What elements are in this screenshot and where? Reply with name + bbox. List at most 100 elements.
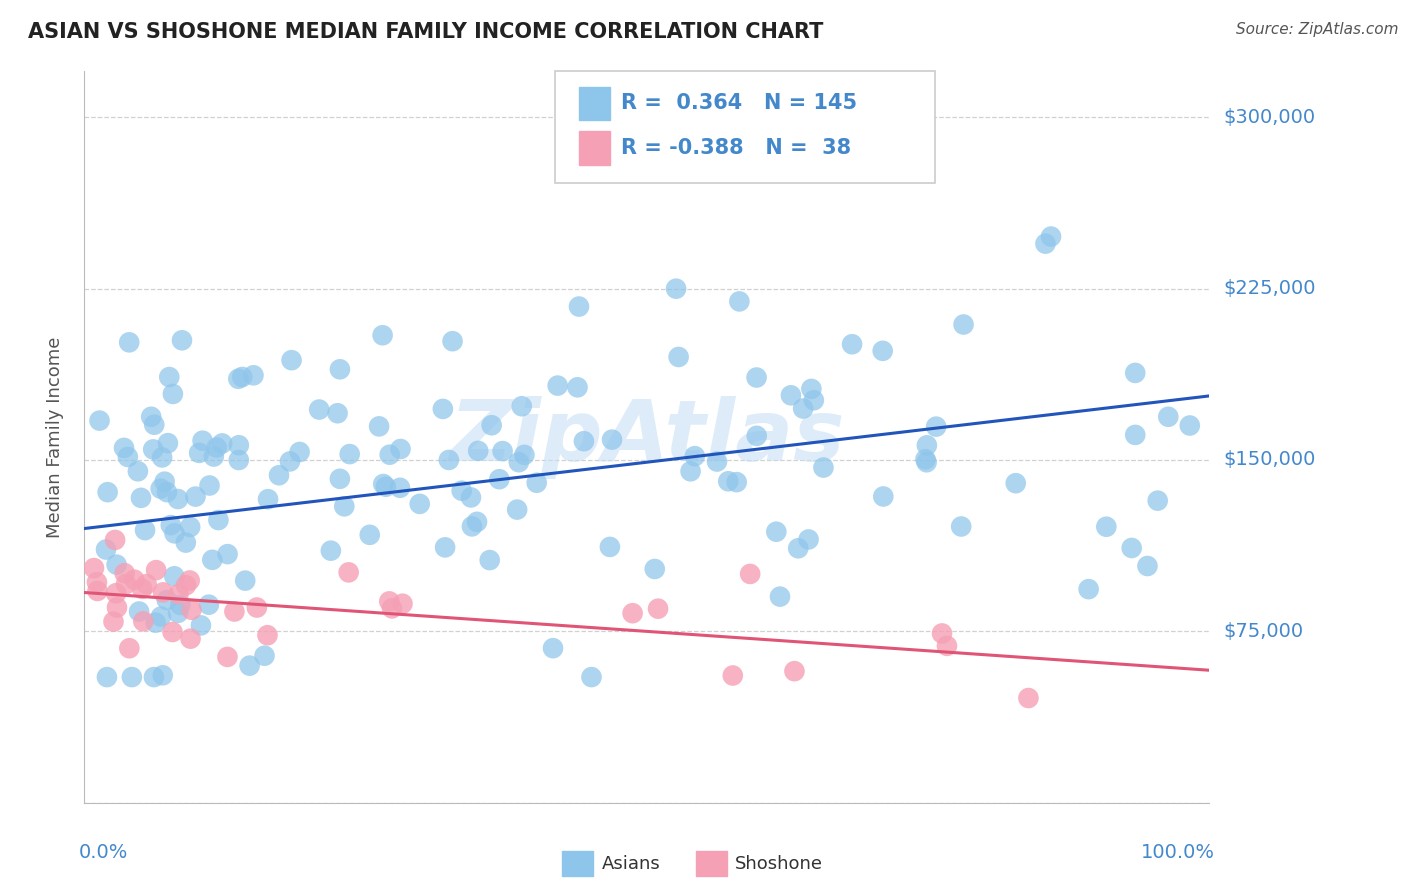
Point — [841, 337, 863, 351]
Point — [803, 393, 825, 408]
Point — [337, 566, 360, 580]
Point — [156, 436, 179, 450]
Point — [198, 478, 221, 492]
Point — [647, 601, 669, 615]
Point — [141, 409, 163, 424]
Point — [96, 670, 118, 684]
Point — [115, 577, 138, 591]
Point — [1004, 476, 1026, 491]
Point — [437, 453, 460, 467]
Point — [1123, 428, 1146, 442]
Point — [797, 533, 820, 547]
Point — [228, 438, 250, 452]
Point — [233, 574, 256, 588]
Point — [1123, 366, 1146, 380]
Point — [253, 648, 276, 663]
Point — [600, 433, 623, 447]
Point — [491, 444, 513, 458]
Point — [211, 436, 233, 450]
Point — [105, 600, 128, 615]
Point — [508, 455, 530, 469]
Point — [915, 438, 938, 452]
Point — [488, 472, 510, 486]
Text: R =  0.364   N = 145: R = 0.364 N = 145 — [621, 94, 858, 113]
Point — [112, 441, 135, 455]
Point — [725, 475, 748, 489]
Point — [872, 490, 894, 504]
Point — [162, 625, 184, 640]
Point — [409, 497, 432, 511]
Point — [792, 401, 814, 416]
Point — [319, 543, 342, 558]
Point — [925, 419, 948, 434]
Point — [1157, 409, 1180, 424]
Point — [936, 639, 959, 653]
Point — [142, 442, 165, 457]
Point — [94, 542, 117, 557]
Point — [190, 618, 212, 632]
Point — [432, 401, 454, 416]
Point — [131, 582, 153, 596]
Point — [783, 664, 806, 678]
Point — [541, 641, 564, 656]
Point — [118, 335, 141, 350]
Point — [153, 475, 176, 489]
Point — [180, 632, 202, 646]
Point — [745, 370, 768, 384]
Point — [124, 573, 146, 587]
Point — [157, 370, 180, 384]
Point — [378, 594, 401, 608]
Point — [683, 449, 706, 463]
Point — [510, 399, 533, 413]
Point — [163, 569, 186, 583]
Point — [717, 475, 740, 489]
Point — [278, 454, 301, 468]
Point — [207, 513, 229, 527]
Text: $300,000: $300,000 — [1223, 108, 1315, 127]
Point — [581, 670, 603, 684]
Point — [368, 419, 391, 434]
Point — [105, 558, 128, 572]
Point — [228, 453, 250, 467]
Point — [780, 388, 803, 402]
Text: $225,000: $225,000 — [1223, 279, 1316, 298]
Point — [167, 587, 190, 601]
Point — [931, 626, 953, 640]
Point — [132, 614, 155, 628]
Point — [145, 563, 167, 577]
Point — [329, 472, 352, 486]
Point — [86, 575, 108, 590]
Point — [728, 294, 751, 309]
Point — [1146, 493, 1168, 508]
Point — [1035, 236, 1057, 251]
Point — [152, 668, 174, 682]
Point — [104, 533, 127, 547]
Point — [329, 362, 352, 376]
Point — [86, 584, 108, 599]
Point — [950, 519, 973, 533]
Point — [167, 606, 190, 620]
Point — [145, 615, 167, 630]
Point — [547, 378, 569, 392]
Point — [461, 519, 484, 533]
Point — [152, 585, 174, 599]
Point — [381, 601, 404, 615]
Point — [231, 370, 253, 384]
Point — [174, 535, 197, 549]
Point — [668, 350, 690, 364]
Point — [217, 649, 239, 664]
Point — [572, 434, 595, 449]
Point — [117, 450, 139, 464]
Point — [872, 343, 894, 358]
Point — [326, 406, 349, 420]
Point — [373, 477, 395, 491]
Point — [127, 464, 149, 478]
Point — [308, 402, 330, 417]
Text: R = -0.388   N =  38: R = -0.388 N = 38 — [621, 138, 852, 158]
Point — [1040, 229, 1063, 244]
Point — [257, 492, 280, 507]
Point — [1077, 582, 1099, 596]
Point — [915, 455, 938, 469]
Point — [740, 566, 762, 581]
Text: ZipAtlas: ZipAtlas — [449, 395, 845, 479]
